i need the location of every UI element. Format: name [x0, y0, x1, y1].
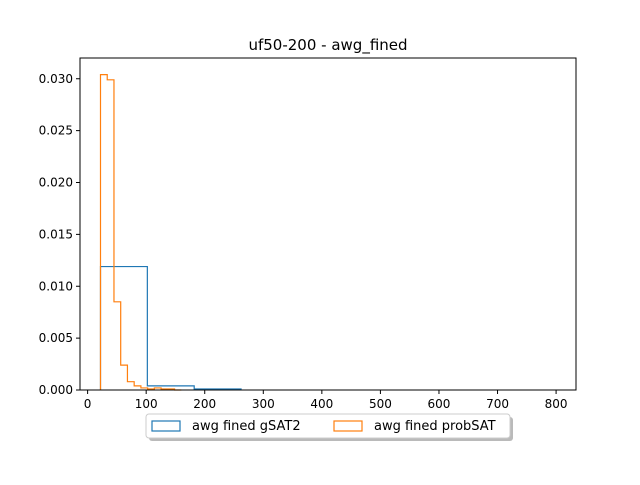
x-tick-label: 600 [428, 397, 451, 411]
y-tick-label: 0.015 [39, 227, 73, 241]
y-axis: 0.000 0.005 0.010 0.015 0.020 0.025 0.030 [39, 72, 80, 397]
x-axis: 0 100 200 300 400 500 600 700 800 [84, 390, 568, 411]
x-tick-label: 700 [486, 397, 509, 411]
x-tick-label: 800 [545, 397, 568, 411]
y-tick-label: 0.000 [39, 383, 73, 397]
x-tick-label: 300 [252, 397, 275, 411]
legend: awg fined gSAT2 awg fined probSAT [145, 413, 513, 441]
y-tick-label: 0.025 [39, 124, 73, 138]
x-tick-label: 200 [193, 397, 216, 411]
y-tick-label: 0.005 [39, 331, 73, 345]
legend-swatch-2 [333, 420, 363, 432]
series-outline-1 [99, 265, 242, 390]
x-tick-label: 100 [135, 397, 158, 411]
y-tick-label: 0.020 [39, 176, 73, 190]
y-tick-label: 0.030 [39, 72, 73, 86]
legend-label-2: awg fined probSAT [374, 419, 496, 434]
series-outline-2 [99, 74, 182, 391]
x-tick-label: 400 [310, 397, 333, 411]
legend-swatch-1 [151, 420, 181, 432]
x-tick-label: 0 [84, 397, 92, 411]
chart-title: uf50-200 - awg_fined [248, 36, 407, 55]
y-tick-label: 0.010 [39, 279, 73, 293]
legend-label-1: awg fined gSAT2 [192, 419, 301, 434]
legend-box [145, 413, 511, 439]
plot-area [99, 74, 242, 391]
plot-frame [79, 57, 577, 391]
x-tick-label: 500 [369, 397, 392, 411]
